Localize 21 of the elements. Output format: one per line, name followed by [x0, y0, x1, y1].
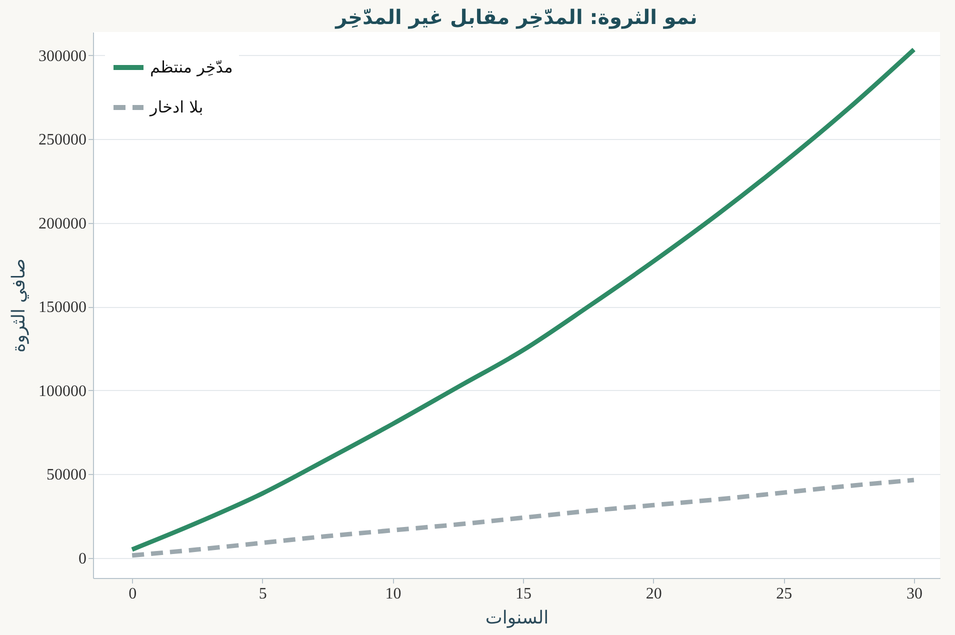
chart-title: نمو الثروة: المدّخِر مقابل غير المدّخِر	[334, 5, 698, 29]
y-tick-label: 150000	[38, 299, 86, 316]
y-tick-label: 300000	[38, 48, 86, 65]
y-tick-label: 250000	[38, 132, 86, 149]
x-tick-label: 15	[516, 586, 532, 602]
x-tick-label: 0	[128, 586, 137, 602]
y-tick-label: 100000	[38, 382, 86, 400]
y-tick-label: 50000	[46, 466, 86, 484]
y-axis-title: صافي الثروة	[8, 258, 30, 353]
x-tick-label: 30	[906, 586, 922, 602]
y-tick-label: 0	[78, 550, 86, 568]
legend-label: بلا ادخار	[149, 98, 204, 116]
y-tick-label: 200000	[38, 215, 86, 232]
x-tick-label: 20	[646, 586, 662, 602]
x-tick-label: 5	[258, 586, 267, 602]
line-series	[130, 478, 916, 558]
x-axis-title: السنوات	[485, 608, 549, 628]
legend-label: مدّخِر منتظم	[150, 58, 233, 76]
line-series	[130, 47, 916, 552]
x-tick-label: 10	[385, 586, 402, 602]
x-tick-label: 25	[776, 586, 792, 602]
